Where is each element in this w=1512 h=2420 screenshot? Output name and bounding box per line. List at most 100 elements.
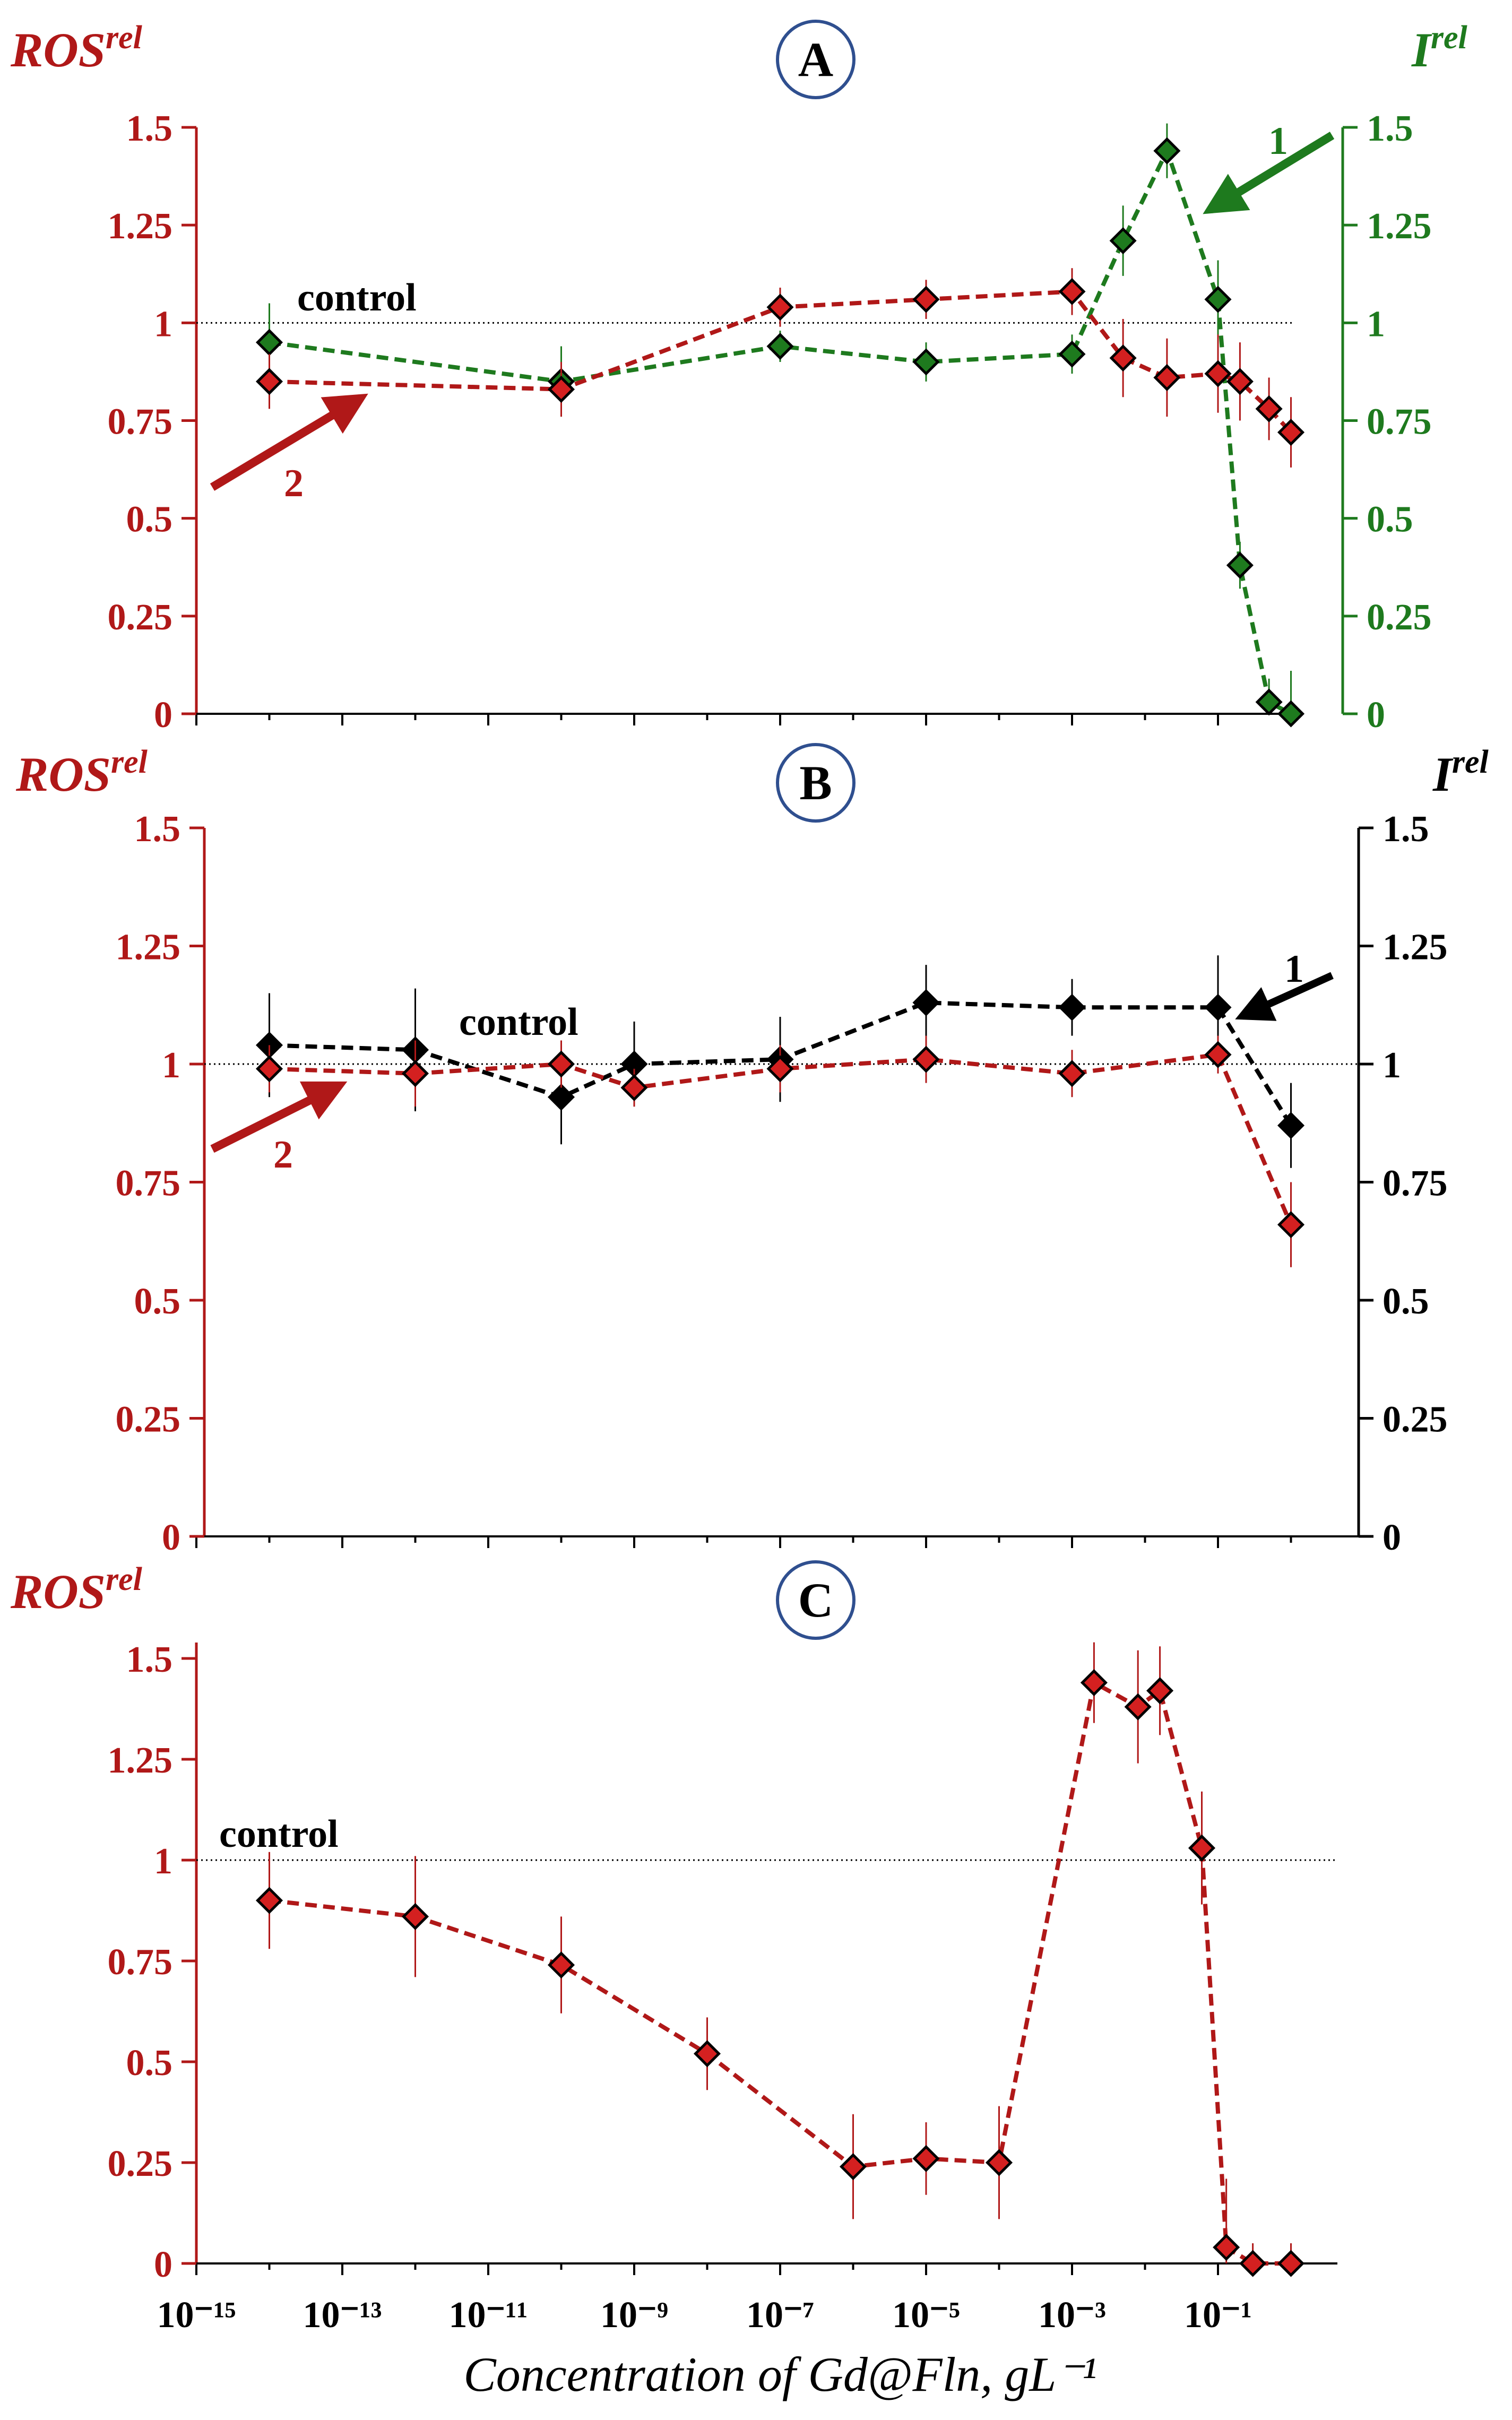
panel-b-series-2-point: [255, 1055, 283, 1083]
panel-b-right-tick-label: 1.5: [1383, 809, 1429, 850]
panel-a-letter-circle: [776, 20, 856, 99]
panel-b: 0 0.25 0.5 0.75 1 1.25 1.5 0 0.25 0.5 0.75 1 1.25 1.5…: [15, 743, 1489, 1558]
panel-c-series-1-point: [1239, 2250, 1267, 2277]
panel-b-right-tick-label: 0: [1383, 1517, 1401, 1558]
panel-b-right-tick-label: 1: [1383, 1045, 1401, 1086]
panel-b-series-2-point: [547, 1050, 575, 1078]
panel-a-series-1-point: [255, 329, 283, 356]
panel-c-letter-circle: [776, 1560, 856, 1640]
panel-a-series-1-point: [1109, 227, 1137, 255]
panel-b-grid: 0 0.25 0.5 0.75 1 1.25 1.5 0 0.25 0.5 0.75 1 1.25 1.5: [116, 809, 1448, 1558]
panel-a-series-2-point: [912, 286, 940, 313]
panel-a-series-2-point: [1255, 395, 1283, 422]
panel-a-left-tick-label: 1.5: [126, 108, 173, 149]
panel-c-left-tick-label: 1.5: [126, 1639, 173, 1680]
panel-c-series-1-point: [1146, 1677, 1174, 1705]
panel-b-left-tick-label: 1.5: [134, 809, 181, 850]
x-axis-tick-labels: 10⁻¹⁵ 10⁻¹³ 10⁻¹¹ 10⁻⁹ 10⁻⁷ 10⁻⁵ 10⁻³ 10⁻¹: [157, 2295, 1252, 2336]
panel-c-grid: 0 0.25 0.5 0.75 1 1.25 1.5: [108, 1639, 1337, 2285]
panel-a-left-tick-label: 0.5: [126, 499, 173, 540]
panel-a-series-2-point: [1109, 344, 1137, 372]
panel-a-series-2-point: [255, 368, 283, 395]
x-axis-title: Concentration of Gd@Fln, gL⁻¹: [463, 2347, 1096, 2401]
panel-b-series-2-point: [620, 1074, 648, 1102]
panel-a-arrow-2-label: 2: [284, 462, 304, 505]
panel-a-left-axis-title: ROSrel: [10, 20, 143, 77]
x-tick-label: 10⁻¹³: [303, 2295, 382, 2336]
panel-a-arrow-1: [1203, 132, 1335, 214]
panel-a-right-tick-label: 1.25: [1367, 206, 1432, 247]
panel-a-series-1-point: [1153, 137, 1181, 165]
panel-b-series-1-point: [547, 1083, 575, 1111]
panel-c-series-1-point: [1213, 2234, 1240, 2261]
panel-a-series-1-point: [1255, 688, 1283, 716]
panel-a-right-tick-label: 0.5: [1367, 499, 1413, 540]
panel-a-series-1-point: [912, 348, 940, 376]
panel-a-series-2-point: [547, 376, 575, 403]
panel-a-grid: 0 0.25 0.5 0.75 1 1.25 1.5 0 0.25 0.5 0.75 1 1.25 1.5: [108, 108, 1432, 736]
panel-b-series-1-point: [1204, 993, 1232, 1021]
panel-b-series-1-point: [912, 989, 940, 1016]
panel-b-right-axis-title: Irel: [1432, 744, 1489, 801]
panel-a-arrow-1-label: 1: [1268, 119, 1288, 163]
panel-c-series-1-point: [985, 2149, 1013, 2176]
panel-b-arrow-1: [1235, 972, 1334, 1021]
panel-a: 0 0.25 0.5 0.75 1 1.25 1.5 0 0.25 0.5 0.75 1 1.25 1.5…: [10, 20, 1467, 736]
panel-c-left-tick-label: 0: [154, 2244, 172, 2285]
panel-c-left-tick-label: 0.75: [108, 1942, 173, 1983]
panel-a-series-1-point: [1277, 700, 1305, 728]
panel-a-series-2-line: [269, 289, 1293, 434]
panel-b-right-tick-label: 0.75: [1383, 1163, 1448, 1204]
panel-b-left-tick-label: 1.25: [116, 927, 181, 968]
x-tick-label: 10⁻⁷: [746, 2295, 814, 2336]
panel-a-left-tick-label: 1: [154, 304, 172, 344]
panel-a-right-tick-label: 1: [1367, 304, 1385, 344]
panel-b-left-tick-label: 0: [162, 1517, 180, 1558]
panel-b-series-2-point: [401, 1060, 429, 1087]
panel-c-series-1-line: [269, 1679, 1291, 2266]
panel-a-series-1-point: [1226, 551, 1254, 579]
panel-a-series-1-point: [766, 332, 794, 360]
panel-c-series: [255, 1642, 1305, 2277]
panel-b-left-tick-label: 0.75: [116, 1163, 181, 1204]
panel-c-series-1-point: [1188, 1834, 1216, 1862]
panel-b-arrow-2: [210, 1081, 348, 1153]
panel-b-left-tick-label: 1: [162, 1045, 180, 1086]
panel-a-series-2-point: [1204, 360, 1232, 387]
panel-c-series-1-point: [1124, 1693, 1152, 1721]
panel-b-letter-circle: [776, 743, 856, 823]
panel-a-arrow-2: [210, 393, 368, 491]
panel-a-series-1-point: [1204, 286, 1232, 313]
panel-b-left-tick-label: 0.25: [116, 1399, 181, 1440]
panel-c-series-1-point: [693, 2040, 721, 2068]
panel-b-control-label: control: [459, 1000, 578, 1044]
x-tick-label: 10⁻¹: [1184, 2295, 1252, 2336]
panel-a-series-2-point: [1277, 419, 1305, 446]
panel-b-series: [255, 955, 1305, 1267]
panel-c-series-1-point: [912, 2145, 940, 2172]
panel-c-left-tick-label: 0.25: [108, 2144, 173, 2184]
panel-a-left-tick-label: 0: [154, 695, 172, 736]
panel-b-left-axis-title: ROSrel: [15, 744, 148, 801]
panel-a-series-2-point: [766, 293, 794, 321]
panel-a-right-tick-label: 0.75: [1367, 402, 1432, 443]
panel-a-left-tick-label: 0.75: [108, 402, 173, 443]
panel-a-right-tick-label: 0.25: [1367, 597, 1432, 638]
panel-c-left-tick-label: 1.25: [108, 1740, 173, 1781]
panel-c-left-tick-label: 1: [154, 1841, 172, 1882]
panel-c-control-label: control: [219, 1812, 339, 1856]
panel-c-series-1-point: [1080, 1669, 1108, 1697]
panel-b-series-1-point: [1277, 1112, 1305, 1139]
x-tick-label: 10⁻³: [1038, 2295, 1106, 2336]
panel-b-series-2-point: [766, 1055, 794, 1083]
x-tick-label: 10⁻¹⁵: [157, 2295, 236, 2336]
panel-a-series: [255, 123, 1305, 728]
panel-c-series-1-point: [1277, 2250, 1305, 2277]
panel-b-series-2-point: [1204, 1041, 1232, 1068]
panel-a-series-1-line: [269, 145, 1292, 716]
panel-b-series-2-point: [1277, 1211, 1305, 1239]
panel-c-series-1-point: [255, 1887, 283, 1914]
panel-c-series-1-point: [547, 1951, 575, 1979]
panel-a-right-tick-label: 1.5: [1367, 108, 1413, 149]
